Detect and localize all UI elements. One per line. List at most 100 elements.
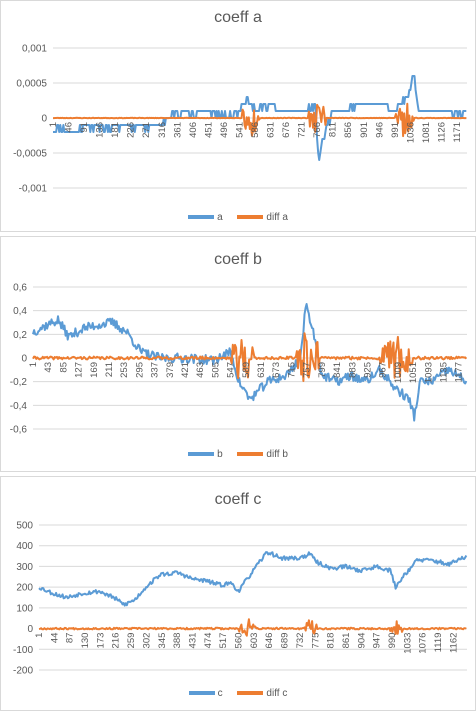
series-line-diff-c: [38, 618, 467, 637]
x-tick-label: 541: [234, 122, 245, 138]
legend-swatch-c: [188, 691, 215, 695]
legend-swatch-a: [188, 215, 215, 219]
chart-legend: a diff a: [1, 211, 475, 223]
x-tick-label: 388: [172, 633, 183, 649]
x-tick-label: 1171: [452, 122, 463, 142]
x-tick-label: 463: [195, 362, 206, 378]
y-tick-label: -100: [13, 645, 33, 656]
y-tick-label: 0,4: [13, 306, 27, 317]
x-tick-label: 904: [356, 633, 367, 649]
x-tick-label: 1135: [438, 362, 449, 382]
x-tick-label: 1: [34, 633, 45, 638]
x-tick-label: 173: [95, 633, 106, 649]
x-tick-label: 226: [126, 122, 137, 138]
legend-swatch-diff-b: [237, 452, 264, 456]
x-tick-label: 991: [390, 122, 401, 138]
x-tick-label: 302: [141, 633, 152, 649]
x-tick-label: 1081: [421, 122, 432, 143]
x-tick-label: 46: [64, 122, 75, 133]
y-tick-label: -0,2: [10, 377, 28, 388]
x-tick-label: 589: [241, 362, 252, 378]
y-tick-label: 0: [21, 354, 27, 365]
x-tick-label: 586: [250, 122, 261, 138]
y-tick-label: 0,2: [13, 330, 27, 341]
x-tick-label: 406: [188, 122, 199, 138]
x-tick-label: 799: [317, 362, 328, 378]
y-tick-label: 0: [27, 624, 33, 635]
x-tick-label: 856: [343, 122, 354, 138]
series-line-c: [38, 551, 468, 607]
x-tick-label: 43: [43, 362, 54, 373]
y-tick-label: -200: [13, 666, 33, 677]
legend-label-c: c: [217, 687, 223, 699]
series-line-diff-a: [53, 102, 467, 138]
legend-swatch-diff-c: [237, 691, 264, 695]
x-tick-label: 451: [203, 122, 214, 138]
x-tick-label: 967: [378, 362, 389, 378]
x-tick-label: 1162: [448, 633, 459, 653]
legend-label-a: a: [217, 211, 223, 223]
x-tick-label: 505: [210, 362, 221, 378]
x-tick-label: 85: [58, 362, 69, 373]
y-tick-label: -0,0005: [13, 149, 47, 160]
x-tick-label: 861: [341, 633, 352, 649]
x-tick-label: 1033: [402, 633, 413, 654]
x-tick-label: 818: [326, 633, 337, 649]
chart-panel-coeff-b: coeff b 0,6 0,4 0,2 0 -0,2 -0,4 -0,6 1 43 85 127 16…: [0, 236, 476, 472]
x-tick-label: 603: [249, 633, 260, 649]
y-tick-label: 400: [16, 541, 33, 552]
y-tick-label: -0,6: [10, 425, 28, 436]
x-tick-label: 775: [310, 633, 321, 649]
x-tick-label: 181: [110, 122, 121, 138]
legend-item-diff-c: diff c: [237, 688, 287, 699]
chart-panel-coeff-a: coeff a 0,001 0,0005 0 -0,0005 -0,001 1 46 91 13…: [0, 0, 476, 232]
x-tick-label: 127: [74, 362, 85, 378]
x-tick-label: 646: [264, 633, 275, 649]
x-tick-label: 547: [226, 362, 237, 378]
x-tick-label: 431: [187, 633, 198, 649]
y-tick-label: 0,001: [22, 44, 47, 55]
chart-legend: b diff b: [1, 448, 475, 460]
x-tick-label: 216: [111, 633, 122, 649]
chart-title: coeff c: [214, 491, 262, 508]
legend-label-diff-c: diff c: [266, 687, 288, 699]
x-tick-label: 1177: [454, 362, 465, 382]
chart-panel-coeff-c: coeff c 500 400 300 200 100 0 -100 -200 1 44 87 130…: [0, 476, 476, 711]
x-tick-label: 474: [203, 633, 214, 649]
legend-item-diff-b: diff b: [237, 449, 288, 460]
x-tick-label: 44: [49, 633, 60, 644]
x-tick-label: 1: [28, 362, 39, 367]
chart-legend: c diff c: [1, 687, 475, 699]
y-tick-label: 300: [16, 562, 33, 573]
x-tick-label: 1036: [405, 122, 416, 143]
x-tick-label: 946: [374, 122, 385, 138]
x-tick-label: 631: [256, 362, 267, 378]
x-tick-label: 1119: [433, 633, 444, 653]
x-tick-label: 91: [79, 122, 90, 133]
x-tick-label: 1: [48, 122, 59, 127]
x-tick-label: 316: [157, 122, 168, 138]
x-tick-label: 689: [280, 633, 291, 649]
y-tick-label: 100: [16, 603, 33, 614]
series-line-diff-b: [32, 332, 468, 382]
legend-swatch-diff-a: [237, 215, 264, 219]
legend-label-diff-b: diff b: [266, 448, 288, 460]
x-tick-label: 901: [359, 122, 370, 138]
x-tick-label: 1126: [436, 122, 447, 142]
y-tick-label: -0,4: [10, 401, 28, 412]
chart-plot-coeff-b: 0,6 0,4 0,2 0 -0,2 -0,4 -0,6 1 43 85 127 169 211 253 2…: [10, 283, 468, 436]
x-tick-label: 766: [312, 122, 323, 138]
x-tick-label: 1093: [423, 362, 434, 383]
y-tick-label: 0,0005: [16, 79, 47, 90]
legend-label-b: b: [217, 448, 223, 460]
legend-item-b: b: [188, 449, 223, 460]
x-tick-label: 211: [104, 362, 115, 377]
y-tick-label: -0,001: [19, 184, 48, 195]
y-tick-label: 0: [41, 114, 47, 125]
y-tick-label: 200: [16, 583, 33, 594]
x-tick-label: 1076: [418, 633, 429, 654]
series-line-b: [32, 303, 468, 422]
x-tick-label: 676: [281, 122, 292, 138]
chart-plot-coeff-c: 500 400 300 200 100 0 -100 -200 1 44 87 130 173 216 25…: [13, 521, 468, 677]
x-tick-label: 259: [126, 633, 137, 649]
